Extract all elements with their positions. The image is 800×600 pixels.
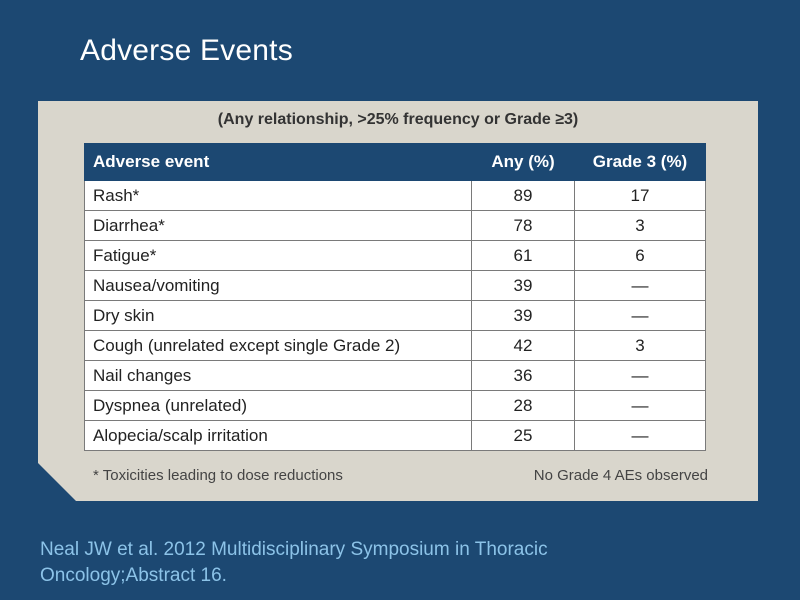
cell-grade3: 3: [574, 210, 706, 241]
header-adverse-event: Adverse event: [84, 143, 472, 181]
table-row: Nail changes 36 —: [84, 360, 706, 391]
citation: Neal JW et al. 2012 Multidisciplinary Sy…: [40, 539, 548, 586]
cell-grade3: —: [574, 270, 706, 301]
table-header-row: Adverse event Any (%) Grade 3 (%): [84, 143, 706, 181]
table-row: Fatigue* 61 6: [84, 240, 706, 271]
table-row: Nausea/vomiting 39 —: [84, 270, 706, 301]
cell-event: Cough (unrelated except single Grade 2): [84, 330, 472, 361]
cell-grade3: 17: [574, 180, 706, 211]
cell-any: 39: [471, 270, 575, 301]
cell-grade3: —: [574, 300, 706, 331]
cell-event: Rash*: [84, 180, 472, 211]
cell-grade3: —: [574, 360, 706, 391]
cell-any: 39: [471, 300, 575, 331]
table-subtitle: (Any relationship, >25% frequency or Gra…: [217, 111, 579, 128]
table-row: Alopecia/scalp irritation 25 —: [84, 420, 706, 451]
cell-any: 36: [471, 360, 575, 391]
cell-any: 25: [471, 420, 575, 451]
cell-event: Dry skin: [84, 300, 472, 331]
header-any-percent: Any (%): [471, 143, 575, 181]
footnote: * Toxicities leading to dose reductions: [93, 467, 343, 484]
cell-grade3: 3: [574, 330, 706, 361]
table-row: Diarrhea* 78 3: [84, 210, 706, 241]
cell-grade3: —: [574, 390, 706, 421]
grade4-note: No Grade 4 AEs observed: [533, 467, 708, 484]
cell-grade3: 6: [574, 240, 706, 271]
cell-any: 89: [471, 180, 575, 211]
table-row: Rash* 89 17: [84, 180, 706, 211]
cell-event: Dyspnea (unrelated): [84, 390, 472, 421]
adverse-events-table: Adverse event Any (%) Grade 3 (%) Rash* …: [84, 143, 706, 451]
cell-event: Alopecia/scalp irritation: [84, 420, 472, 451]
cell-any: 42: [471, 330, 575, 361]
cell-any: 28: [471, 390, 575, 421]
cell-event: Nausea/vomiting: [84, 270, 472, 301]
slide-title: Adverse Events: [80, 34, 293, 67]
cell-event: Diarrhea*: [84, 210, 472, 241]
table-row: Dyspnea (unrelated) 28 —: [84, 390, 706, 421]
cell-grade3: —: [574, 420, 706, 451]
cell-any: 61: [471, 240, 575, 271]
cell-event: Fatigue*: [84, 240, 472, 271]
cell-any: 78: [471, 210, 575, 241]
table-row: Dry skin 39 —: [84, 300, 706, 331]
table-row: Cough (unrelated except single Grade 2) …: [84, 330, 706, 361]
cell-event: Nail changes: [84, 360, 472, 391]
content-panel: (Any relationship, >25% frequency or Gra…: [38, 101, 758, 501]
header-grade3-percent: Grade 3 (%): [574, 143, 706, 181]
